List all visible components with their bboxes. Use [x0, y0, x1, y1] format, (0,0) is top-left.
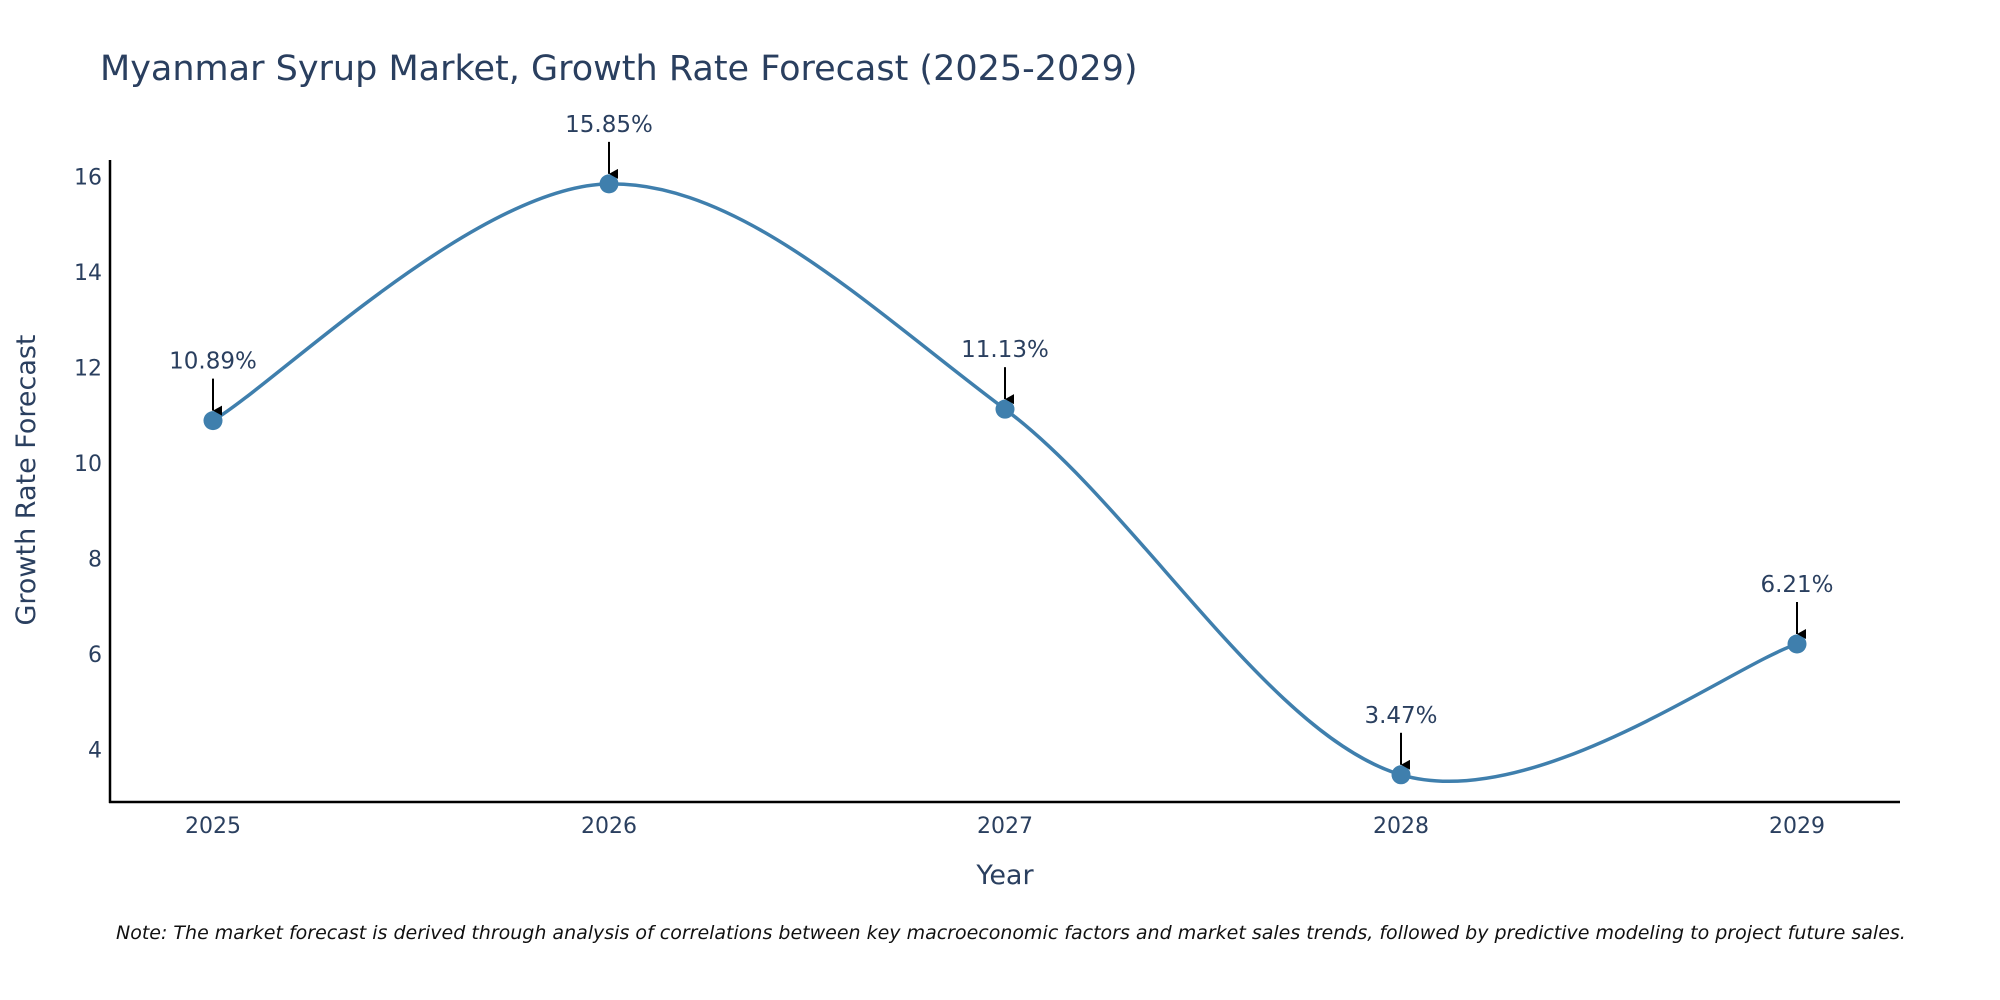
data-point[interactable] — [995, 399, 1015, 419]
y-tick-label: 10 — [74, 452, 102, 477]
data-label: 15.85% — [565, 112, 653, 138]
data-label: 10.89% — [169, 349, 257, 375]
data-label: 3.47% — [1364, 703, 1437, 729]
data-point[interactable] — [1787, 634, 1807, 654]
y-axis-title: Growth Rate Forecast — [11, 334, 42, 625]
y-tick-label: 6 — [88, 643, 102, 668]
data-label: 6.21% — [1760, 572, 1833, 598]
data-label: 11.13% — [961, 337, 1049, 363]
x-tick-label: 2027 — [977, 814, 1033, 839]
y-tick-label: 14 — [74, 261, 102, 286]
x-tick-label: 2026 — [581, 814, 637, 839]
data-point[interactable] — [599, 174, 619, 194]
y-tick-label: 12 — [74, 357, 102, 382]
x-tick-label: 2025 — [185, 814, 241, 839]
y-tick-label: 8 — [88, 548, 102, 573]
x-axis-title: Year — [975, 860, 1034, 891]
y-tick-label: 4 — [88, 738, 102, 763]
chart-title: Myanmar Syrup Market, Growth Rate Foreca… — [100, 49, 1138, 89]
data-point[interactable] — [1391, 765, 1411, 785]
series-line — [212, 182, 1798, 783]
x-tick-label: 2028 — [1373, 814, 1429, 839]
x-tick-label: 2029 — [1769, 814, 1825, 839]
y-tick-label: 16 — [74, 166, 102, 191]
plot-area: 4 6 8 10 12 14 16 2025 2026 2027 2028 2029 10.89% 15.… — [74, 112, 1900, 839]
chart-note: Note: The market forecast is derived thr… — [116, 922, 1906, 944]
data-point[interactable] — [203, 411, 223, 431]
